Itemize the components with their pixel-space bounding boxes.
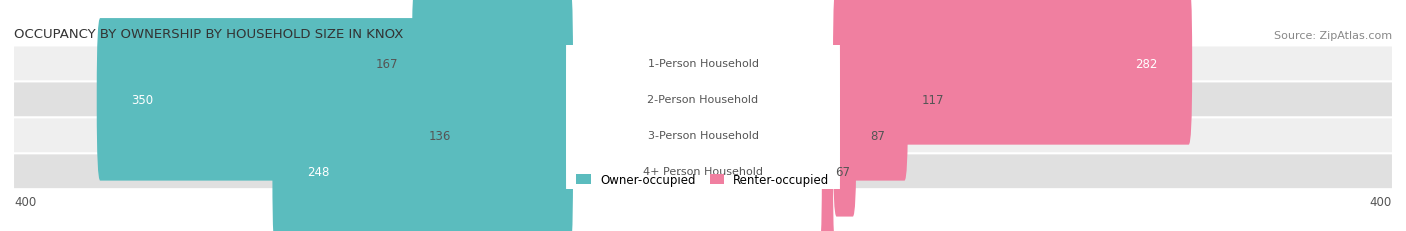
Text: 4+ Person Household: 4+ Person Household <box>643 167 763 176</box>
FancyBboxPatch shape <box>14 155 1392 188</box>
FancyBboxPatch shape <box>14 119 1392 152</box>
Text: 67: 67 <box>835 165 851 178</box>
FancyBboxPatch shape <box>832 55 856 217</box>
Text: 136: 136 <box>429 129 451 142</box>
FancyBboxPatch shape <box>567 0 839 144</box>
Text: 400: 400 <box>14 195 37 208</box>
FancyBboxPatch shape <box>567 20 839 180</box>
FancyBboxPatch shape <box>97 19 574 181</box>
Text: OCCUPANCY BY OWNERSHIP BY HOUSEHOLD SIZE IN KNOX: OCCUPANCY BY OWNERSHIP BY HOUSEHOLD SIZE… <box>14 28 404 41</box>
Text: 167: 167 <box>375 58 398 71</box>
Text: 282: 282 <box>1135 58 1157 71</box>
FancyBboxPatch shape <box>14 47 1392 81</box>
FancyBboxPatch shape <box>567 91 839 231</box>
Text: 1-Person Household: 1-Person Household <box>648 59 758 69</box>
Text: Source: ZipAtlas.com: Source: ZipAtlas.com <box>1274 31 1392 41</box>
Legend: Owner-occupied, Renter-occupied: Owner-occupied, Renter-occupied <box>572 168 834 191</box>
FancyBboxPatch shape <box>567 56 839 216</box>
FancyBboxPatch shape <box>273 91 574 231</box>
Text: 2-Person Household: 2-Person Household <box>647 95 759 105</box>
Text: 350: 350 <box>131 93 153 106</box>
FancyBboxPatch shape <box>465 55 574 217</box>
FancyBboxPatch shape <box>818 91 837 231</box>
Text: 117: 117 <box>922 93 945 106</box>
Text: 3-Person Household: 3-Person Household <box>648 131 758 141</box>
Text: 400: 400 <box>1369 195 1392 208</box>
Text: 87: 87 <box>870 129 884 142</box>
FancyBboxPatch shape <box>832 19 908 181</box>
FancyBboxPatch shape <box>14 83 1392 117</box>
Text: 248: 248 <box>307 165 329 178</box>
FancyBboxPatch shape <box>832 0 1192 145</box>
FancyBboxPatch shape <box>412 0 574 145</box>
